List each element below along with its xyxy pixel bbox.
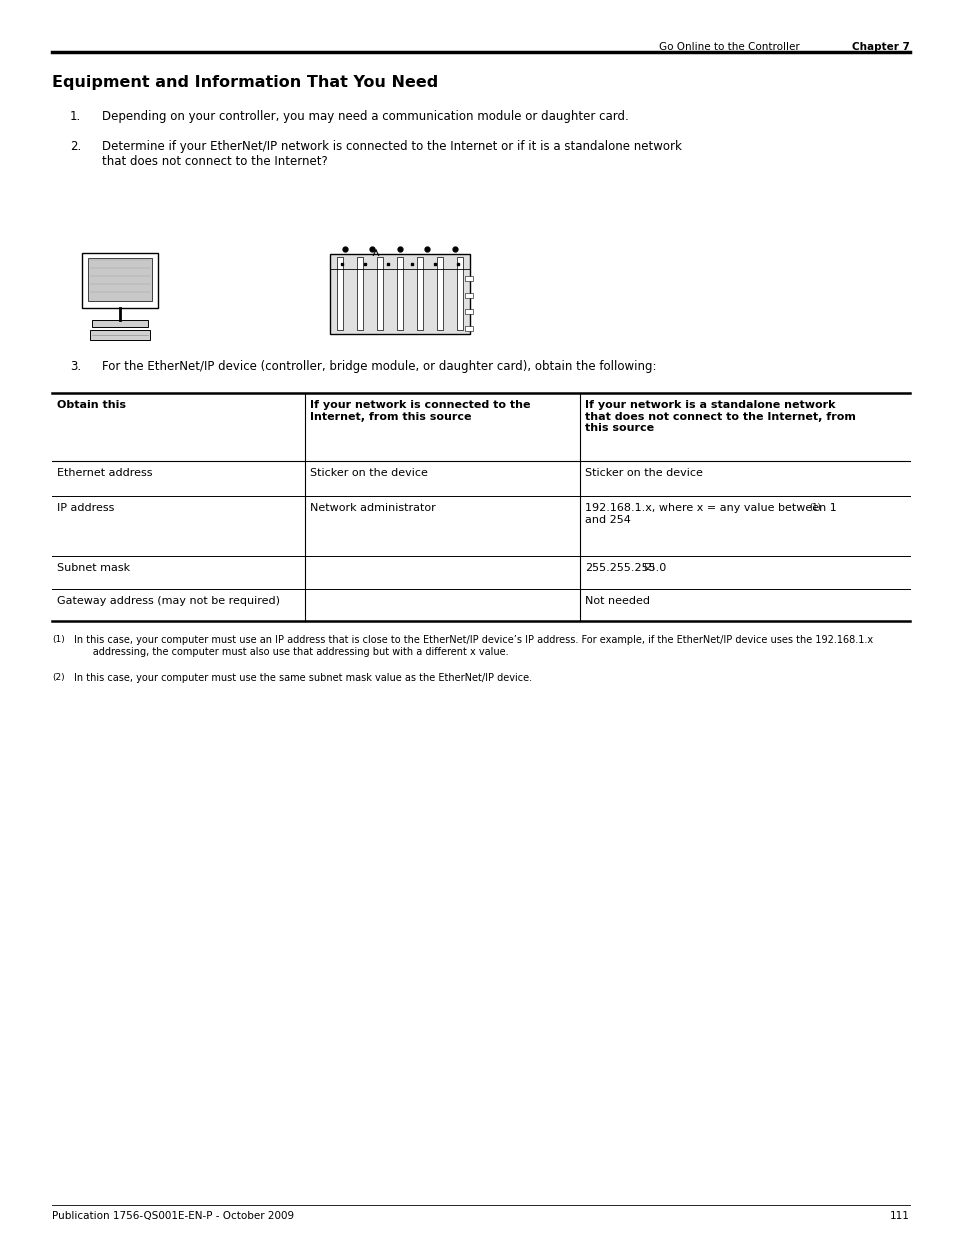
Text: IP address: IP address: [57, 503, 114, 513]
Text: 192.168.1.x, where x = any value between 1
and 254: 192.168.1.x, where x = any value between…: [584, 503, 836, 525]
Text: Network administrator: Network administrator: [310, 503, 436, 513]
Text: If your network is a standalone network
that does not connect to the Internet, f: If your network is a standalone network …: [584, 400, 855, 433]
Text: (2): (2): [642, 563, 654, 572]
Bar: [456, 257, 462, 330]
Text: 111: 111: [889, 1212, 909, 1221]
Bar: [90, 330, 150, 340]
Text: Sticker on the device: Sticker on the device: [584, 468, 701, 478]
Text: Sticker on the device: Sticker on the device: [310, 468, 428, 478]
Text: Chapter 7: Chapter 7: [851, 42, 909, 52]
FancyBboxPatch shape: [82, 253, 158, 308]
Text: 3.: 3.: [70, 359, 81, 373]
Text: Ethernet address: Ethernet address: [57, 468, 152, 478]
Bar: [464, 275, 473, 282]
Text: Gateway address (may not be required): Gateway address (may not be required): [57, 597, 280, 606]
Text: 1.: 1.: [70, 110, 81, 124]
Text: (2): (2): [52, 673, 65, 682]
Bar: [376, 257, 382, 330]
Bar: [416, 257, 422, 330]
Text: (1): (1): [52, 635, 65, 643]
Bar: [464, 293, 473, 298]
Text: Go Online to the Controller: Go Online to the Controller: [659, 42, 800, 52]
Bar: [436, 257, 442, 330]
Bar: [356, 257, 363, 330]
Text: For the EtherNet/IP device (controller, bridge module, or daughter card), obtain: For the EtherNet/IP device (controller, …: [102, 359, 656, 373]
Bar: [330, 254, 470, 333]
Bar: [464, 309, 473, 315]
Text: 255.255.255.0: 255.255.255.0: [584, 563, 665, 573]
Text: In this case, your computer must use an IP address that is close to the EtherNet: In this case, your computer must use an …: [74, 635, 872, 657]
Text: Depending on your controller, you may need a communication module or daughter ca: Depending on your controller, you may ne…: [102, 110, 628, 124]
Text: Publication 1756-QS001E-EN-P - October 2009: Publication 1756-QS001E-EN-P - October 2…: [52, 1212, 294, 1221]
Text: 2.: 2.: [70, 140, 81, 153]
Text: Determine if your EtherNet/IP network is connected to the Internet or if it is a: Determine if your EtherNet/IP network is…: [102, 140, 681, 168]
Text: Equipment and Information That You Need: Equipment and Information That You Need: [52, 75, 437, 90]
Bar: [91, 320, 148, 327]
Text: (1): (1): [809, 503, 821, 513]
Bar: [336, 257, 343, 330]
Text: Subnet mask: Subnet mask: [57, 563, 130, 573]
Text: Obtain this: Obtain this: [57, 400, 126, 410]
Text: In this case, your computer must use the same subnet mask value as the EtherNet/: In this case, your computer must use the…: [74, 673, 532, 683]
Text: If your network is connected to the
Internet, from this source: If your network is connected to the Inte…: [310, 400, 530, 421]
Bar: [464, 326, 473, 331]
Bar: [88, 258, 152, 301]
Text: Not needed: Not needed: [584, 597, 649, 606]
Bar: [396, 257, 402, 330]
